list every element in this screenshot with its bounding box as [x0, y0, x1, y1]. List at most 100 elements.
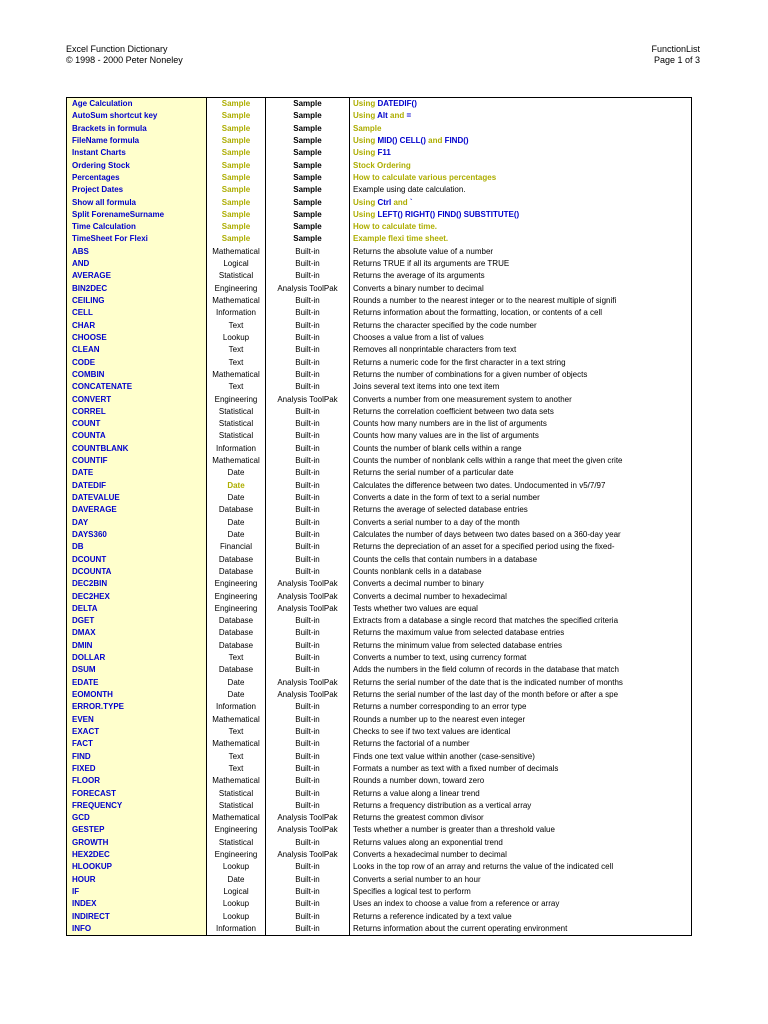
function-name-cell: Ordering Stock [67, 159, 206, 172]
function-name-cell: DSUM [67, 664, 206, 677]
function-name-cell: DCOUNTA [67, 565, 206, 579]
description-cell: Returns the factorial of a number [349, 738, 691, 751]
description-segment: Tests whether two values are equal [353, 603, 478, 613]
type-cell: Analysis ToolPak [265, 602, 349, 616]
description-cell: Counts how many numbers are in the list … [349, 418, 691, 431]
category-cell: Engineering [206, 393, 265, 406]
table-row: INDEX Lookup Built-in Uses an index to choo… [67, 898, 691, 911]
type-cell: Sample [265, 184, 349, 197]
function-name-cell: AND [67, 258, 206, 271]
description-cell: Calculates the difference between two da… [349, 479, 691, 492]
description-segment: ` [409, 197, 413, 207]
category-cell: Sample [206, 184, 265, 197]
function-name-cell: COUNTIF [67, 455, 206, 468]
type-cell: Analysis ToolPak [265, 689, 349, 702]
description-segment: Returns the average of its arguments [353, 271, 485, 281]
category-cell: Text [206, 319, 265, 332]
category-cell: Database [206, 504, 265, 517]
type-cell: Built-in [265, 701, 349, 714]
table-row: GESTEP Engineering Analysis ToolPak Tests w… [67, 824, 691, 837]
type-cell: Built-in [265, 762, 349, 776]
description-cell: Returns the average of selected database… [349, 504, 691, 517]
function-name-cell: DAVERAGE [67, 504, 206, 517]
description-cell: Using LEFT() RIGHT() FIND() SUBSTITUTE() [349, 208, 691, 222]
category-cell: Lookup [206, 861, 265, 874]
function-table: Age Calculation Sample Sample Using DATEDIF… [66, 97, 692, 937]
description-cell: How to calculate time. [349, 221, 691, 234]
type-cell: Built-in [265, 615, 349, 628]
category-cell: Date [206, 479, 265, 492]
description-segment: Returns a value along a linear trend [353, 788, 480, 798]
description-segment: Looks in the top row of an array and ret… [353, 862, 614, 872]
category-cell: Database [206, 639, 265, 653]
function-name-cell: Show all formula [67, 196, 206, 209]
table-row: INDIRECT Lookup Built-in Returns a referenc… [67, 910, 691, 923]
description-segment: Counts the number of nonblank cells with… [353, 456, 623, 466]
description-segment: Using [353, 135, 378, 145]
table-row: COUNTIF Mathematical Built-in Counts the nu… [67, 455, 691, 468]
description-segment: and [425, 135, 445, 145]
description-segment: Returns the correlation coefficient betw… [353, 406, 554, 416]
header-right: FunctionList Page 1 of 3 [651, 44, 700, 66]
description-segment: Converts a hexadecimal number to decimal [353, 850, 507, 860]
table-row: Instant Charts Sample Sample Using F11 [67, 147, 691, 160]
description-cell: Tests whether a number is greater than a… [349, 824, 691, 837]
description-segment: Returns information about the current op… [353, 923, 568, 933]
description-segment: Converts a date in the form of text to a… [353, 493, 540, 502]
category-cell: Text [206, 750, 265, 763]
description-segment: Converts a serial number to a day of the… [353, 517, 520, 527]
description-cell: Counts how many values are in the list o… [349, 430, 691, 443]
description-segment: Finds one text value within another (cas… [353, 751, 535, 761]
description-cell: Returns the serial number of a particula… [349, 467, 691, 480]
type-cell: Built-in [265, 442, 349, 456]
table-row: FORECAST Statistical Built-in Returns a val… [67, 787, 691, 800]
description-segment: Returns values along an exponential tren… [353, 837, 503, 847]
function-name-cell: ERROR.TYPE [67, 701, 206, 714]
category-cell: Statistical [206, 787, 265, 800]
table-row: DATE Date Built-in Returns the serial numbe… [67, 467, 691, 480]
category-cell: Lookup [206, 898, 265, 911]
description-segment: How to calculate various percentages [353, 172, 497, 182]
category-cell: Mathematical [206, 245, 265, 259]
function-name-cell: FileName formula [67, 134, 206, 148]
table-row: Percentages Sample Sample How to calculate … [67, 171, 691, 185]
table-row: HEX2DEC Engineering Analysis ToolPak Conver… [67, 849, 691, 862]
description-segment: Returns the number of combinations for a… [353, 369, 588, 379]
table-row: GROWTH Statistical Built-in Returns values … [67, 836, 691, 850]
type-cell: Built-in [265, 652, 349, 665]
category-cell: Date [206, 516, 265, 529]
table-row: DAVERAGE Database Built-in Returns the aver… [67, 504, 691, 517]
function-name-cell: Percentages [67, 171, 206, 185]
table-row: DCOUNT Database Built-in Counts the cells t… [67, 553, 691, 566]
table-row: DAYS360 Date Built-in Calculates the number… [67, 528, 691, 542]
function-name-cell: AutoSum shortcut key [67, 110, 206, 123]
table-row: EDATE Date Analysis ToolPak Returns the ser… [67, 676, 691, 689]
table-row: AVERAGE Statistical Built-in Returns the av… [67, 270, 691, 283]
description-cell: Counts nonblank cells in a database [349, 565, 691, 579]
type-cell: Sample [265, 147, 349, 160]
category-cell: Statistical [206, 405, 265, 419]
category-cell: Database [206, 627, 265, 640]
function-name-cell: EOMONTH [67, 689, 206, 702]
table-row: DB Financial Built-in Returns the depreciat… [67, 541, 691, 554]
description-cell: Returns the serial number of the last da… [349, 689, 691, 702]
category-cell: Sample [206, 122, 265, 135]
table-row: EXACT Text Built-in Checks to see if two te… [67, 725, 691, 739]
category-cell: Lookup [206, 910, 265, 923]
table-row: CODE Text Built-in Returns a numeric code f… [67, 356, 691, 369]
type-cell: Built-in [265, 775, 349, 788]
type-cell: Built-in [265, 639, 349, 653]
function-name-cell: Age Calculation [67, 98, 206, 111]
description-cell: Converts a hexadecimal number to decimal [349, 849, 691, 862]
function-name-cell: EDATE [67, 676, 206, 689]
table-row: CLEAN Text Built-in Removes all nonprintabl… [67, 344, 691, 357]
table-row: CONVERT Engineering Analysis ToolPak Conver… [67, 393, 691, 406]
table-row: EVEN Mathematical Built-in Rounds a number … [67, 713, 691, 726]
description-cell: Returns a frequency distribution as a ve… [349, 799, 691, 813]
type-cell: Built-in [265, 258, 349, 271]
function-name-cell: INDEX [67, 898, 206, 911]
function-name-cell: GESTEP [67, 824, 206, 837]
table-row: DATEVALUE Date Built-in Converts a date in … [67, 492, 691, 505]
function-name-cell: DCOUNT [67, 553, 206, 566]
